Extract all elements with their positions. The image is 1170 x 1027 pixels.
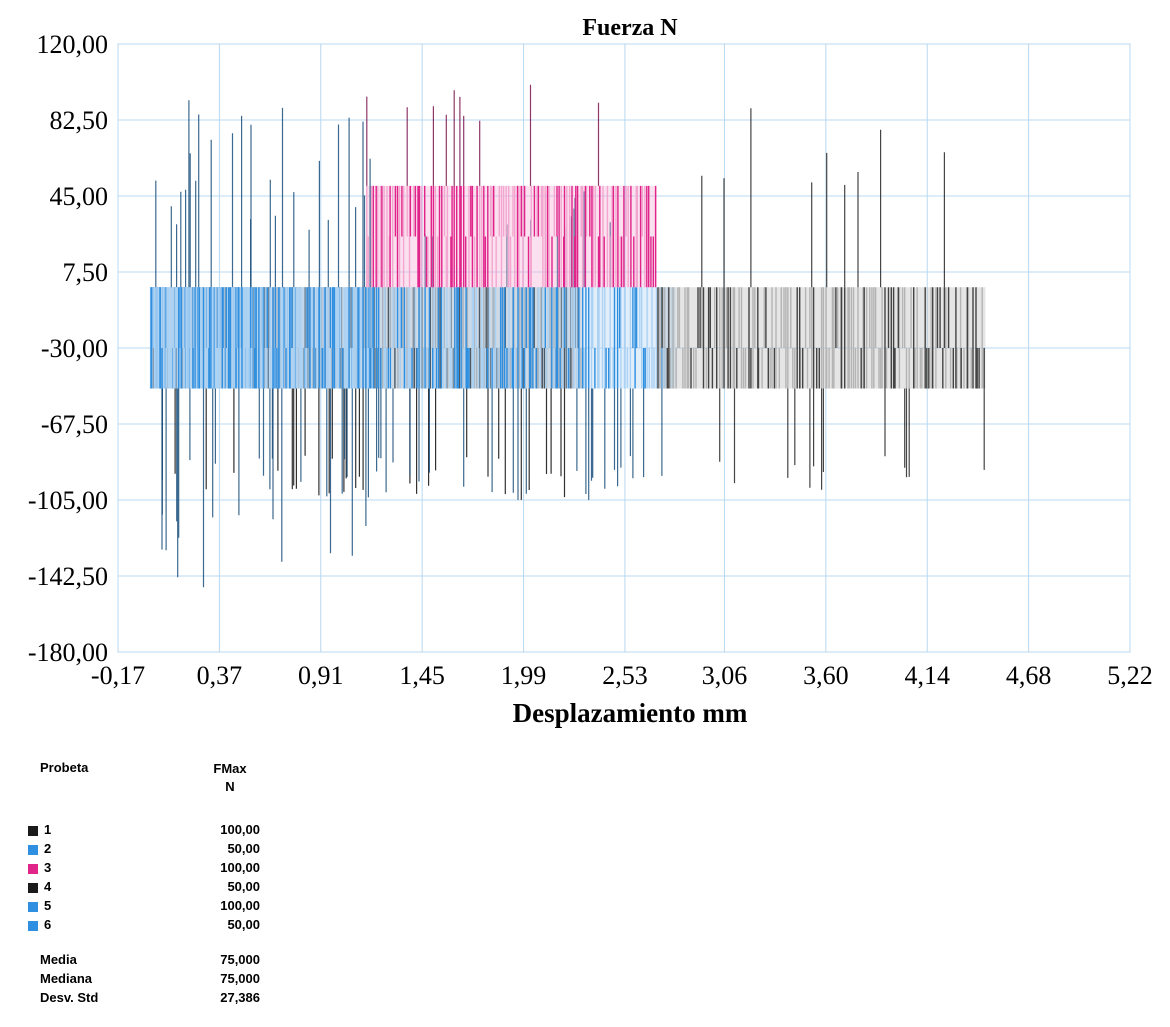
series-3-lines — [372, 185, 657, 288]
stat-value: 75,000 — [220, 952, 260, 967]
stat-row: Media 75,000 — [20, 952, 320, 971]
probeta-number: 2 — [44, 841, 52, 856]
stat-name: Media — [40, 952, 77, 967]
fmax-value: 100,00 — [220, 822, 260, 837]
series-4 — [656, 108, 986, 490]
stat-row: Mediana 75,000 — [20, 971, 320, 990]
header-fmax-label: FMax — [213, 761, 247, 776]
series-6-light-lines — [153, 287, 263, 389]
results-table: Probeta FMax N 1 100,00 2 50,00 3 100,00 4 50,0… — [20, 760, 320, 1025]
fmax-value: 50,00 — [227, 917, 260, 932]
chart-title: Fuerza N — [582, 15, 678, 41]
x-tick-label: 1,99 — [501, 661, 547, 690]
fmax-value: 100,00 — [220, 860, 260, 875]
results-row: 4 50,00 — [20, 879, 320, 898]
stat-name: Mediana — [40, 971, 93, 986]
stat-name: Desv. Std — [40, 990, 99, 1005]
series-6 — [149, 206, 263, 588]
stat-value: 27,386 — [220, 990, 260, 1005]
x-tick-label: 1,45 — [399, 661, 445, 690]
y-tick-label: -105,00 — [28, 486, 108, 515]
x-tick-label: -0,17 — [91, 661, 145, 690]
series-4-lines — [657, 287, 985, 389]
header-fmax-unit: N — [225, 779, 235, 794]
stat-row: Desv. Std 27,386 — [20, 990, 320, 1009]
probeta-number: 1 — [44, 822, 52, 837]
results-row: 2 50,00 — [20, 841, 320, 860]
x-tick-label: 5,22 — [1107, 661, 1153, 690]
x-tick-label: 0,91 — [298, 661, 344, 690]
x-tick-label: 3,60 — [803, 661, 849, 690]
probeta-number: 3 — [44, 860, 52, 875]
series-4-spikes — [701, 108, 985, 490]
y-tick-label: 120,00 — [37, 30, 109, 59]
series-3-spikes — [366, 84, 600, 186]
series-color-swatch — [28, 826, 38, 836]
results-row: 3 100,00 — [20, 860, 320, 879]
series-color-swatch — [28, 921, 38, 931]
y-tick-label: -142,50 — [28, 562, 108, 591]
y-axis-ticks: 120,00 82,50 45,00 7,50 -30,00 -67,50 -105,00 -… — [28, 30, 108, 667]
series-color-swatch — [28, 845, 38, 855]
probeta-number: 5 — [44, 898, 52, 913]
y-tick-label: 82,50 — [50, 106, 109, 135]
stat-value: 75,000 — [220, 971, 260, 986]
grid-lines — [117, 43, 1131, 653]
series-color-swatch — [28, 902, 38, 912]
y-tick-label: 45,00 — [50, 182, 109, 211]
y-tick-label: -180,00 — [28, 638, 108, 667]
data-marks — [149, 84, 986, 588]
probeta-number: 6 — [44, 917, 52, 932]
series-4-light-lines — [659, 287, 983, 389]
series-color-swatch — [28, 883, 38, 893]
y-tick-label: -30,00 — [41, 334, 108, 363]
results-row: 6 50,00 — [20, 917, 320, 936]
y-tick-label: 7,50 — [63, 258, 109, 287]
probeta-number: 4 — [44, 879, 52, 894]
fmax-value: 50,00 — [227, 879, 260, 894]
fmax-value: 100,00 — [220, 898, 260, 913]
x-tick-label: 4,14 — [904, 661, 950, 690]
x-axis-ticks: -0,17 0,37 0,91 1,45 1,99 2,53 3,06 3,60 4,14 4,6… — [91, 661, 1153, 690]
force-displacement-chart: Fuerza N 120,00 82,50 45,00 7,50 -30,00 -67,5… — [28, 15, 1153, 728]
header-probeta: Probeta — [40, 760, 89, 775]
header-fmax: FMax N — [200, 760, 260, 796]
fmax-value: 50,00 — [227, 841, 260, 856]
x-tick-label: 2,53 — [602, 661, 648, 690]
series-color-swatch — [28, 864, 38, 874]
series-5-spikes — [155, 100, 371, 562]
x-tick-label: 3,06 — [702, 661, 748, 690]
series-6-lines — [150, 287, 260, 389]
series-6-spikes — [161, 206, 252, 588]
x-tick-label: 4,68 — [1006, 661, 1052, 690]
series-3 — [365, 84, 657, 288]
results-row: 1 100,00 — [20, 822, 320, 841]
results-row: 5 100,00 — [20, 898, 320, 917]
y-tick-label: -67,50 — [41, 410, 108, 439]
x-axis-label: Desplazamiento mm — [513, 698, 748, 728]
x-tick-label: 0,37 — [197, 661, 243, 690]
